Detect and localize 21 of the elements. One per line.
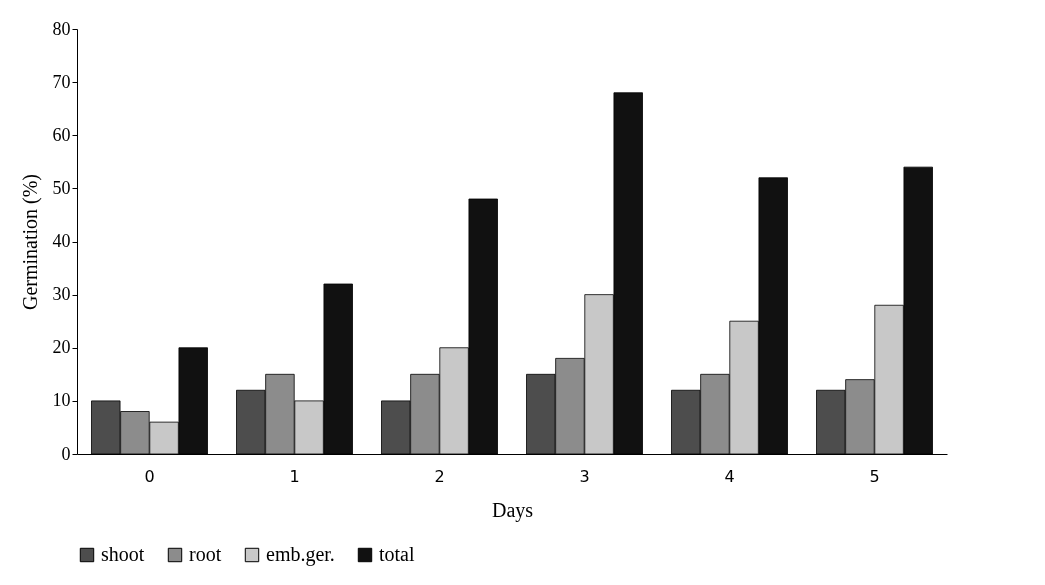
- y-tick-label: 80: [52, 18, 71, 39]
- x-tick-label: 2: [434, 466, 445, 486]
- legend-label: total: [379, 543, 415, 565]
- y-tick-label: 20: [52, 337, 71, 358]
- legend-label: emb.ger.: [266, 543, 335, 566]
- y-tick-label: 0: [61, 443, 71, 464]
- x-tick-label: 0: [144, 466, 155, 486]
- y-tick-label: 50: [52, 177, 71, 198]
- x-axis-title: Days: [491, 498, 534, 522]
- x-tick-label: 5: [869, 466, 880, 486]
- y-tick-label: 30: [52, 284, 71, 305]
- y-tick-label: 60: [52, 124, 71, 145]
- x-tick-label: 4: [724, 466, 735, 486]
- x-tick-label: 3: [579, 466, 590, 486]
- y-tick-label: 70: [52, 71, 71, 92]
- y-tick-label: 10: [52, 390, 71, 411]
- y-axis-title: Germination (%): [18, 173, 42, 311]
- y-tick-label: 40: [52, 231, 71, 251]
- legend-label: root: [189, 543, 222, 565]
- legend-label: shoot: [101, 543, 145, 565]
- x-tick-label: 1: [289, 466, 300, 486]
